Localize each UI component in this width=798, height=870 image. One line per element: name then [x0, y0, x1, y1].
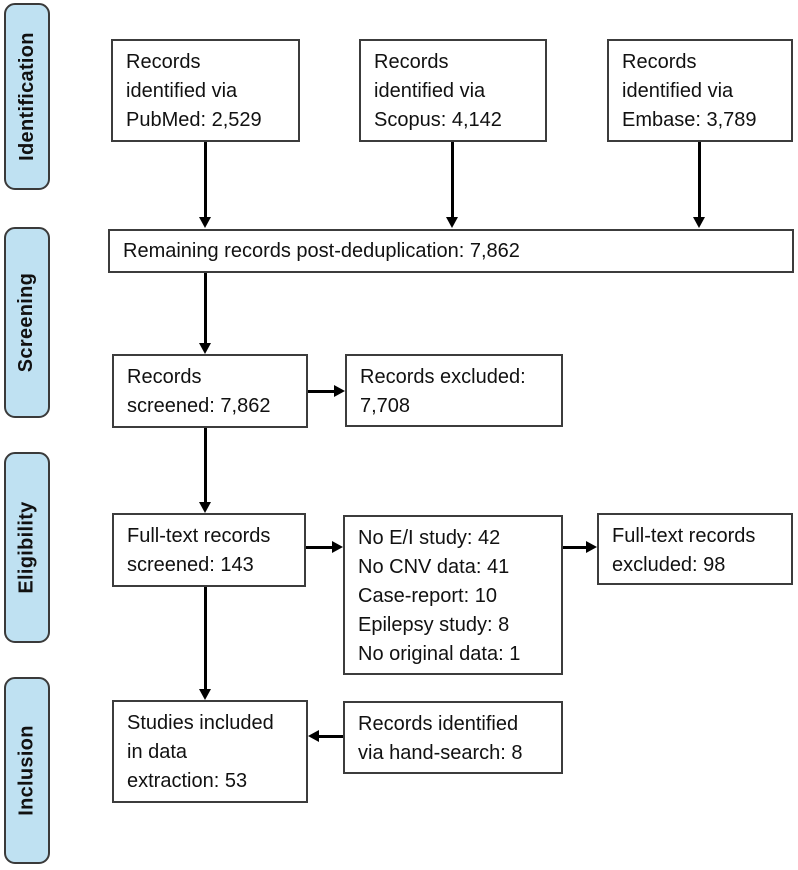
- box-exclusion-reasons-line: No CNV data: 41: [358, 556, 510, 578]
- stage-identification-label: Identification: [15, 32, 38, 161]
- box-fulltext-screened-line: Full-text records: [127, 525, 271, 547]
- stage-inclusion: Inclusion: [4, 677, 50, 864]
- stage-inclusion-label: Inclusion: [15, 725, 38, 816]
- stage-screening: Screening: [4, 227, 50, 418]
- box-records-scopus-line: Records: [374, 51, 449, 73]
- box-records-screened: Records screened: 7,862: [112, 354, 308, 428]
- arrow-handsearch-to-included: [308, 730, 343, 742]
- box-fulltext-excluded-line: excluded: 98: [612, 554, 726, 576]
- box-records-screened-line: screened: 7,862: [127, 395, 271, 417]
- box-studies-included-line: extraction: 53: [127, 770, 248, 792]
- box-fulltext-excluded: Full-text records excluded: 98: [597, 513, 793, 585]
- stage-eligibility-label: Eligibility: [15, 501, 38, 594]
- box-exclusion-reasons: No E/I study: 42 No CNV data: 41 Case-re…: [343, 515, 563, 675]
- arrow-embase-to-dedup: [693, 142, 705, 228]
- box-records-pubmed-line: Records: [126, 51, 201, 73]
- box-dedup: Remaining records post-deduplication: 7,…: [108, 229, 794, 273]
- arrow-dedup-to-screened: [199, 273, 211, 354]
- box-records-embase-line: Records: [622, 51, 697, 73]
- box-records-pubmed-line: PubMed: 2,529: [126, 109, 262, 131]
- box-fulltext-excluded-line: Full-text records: [612, 525, 756, 547]
- arrow-screened-to-fulltext: [199, 428, 211, 513]
- box-exclusion-reasons-line: No original data: 1: [358, 643, 521, 665]
- box-studies-included: Studies included in data extraction: 53: [112, 700, 308, 803]
- box-records-embase: Records identified via Embase: 3,789: [607, 39, 793, 142]
- arrow-fulltext-to-reasons: [306, 541, 343, 553]
- box-exclusion-reasons-line: Case-report: 10: [358, 585, 497, 607]
- box-exclusion-reasons-line: Epilepsy study: 8: [358, 614, 510, 636]
- box-records-scopus-line: Scopus: 4,142: [374, 109, 502, 131]
- stage-identification: Identification: [4, 3, 50, 190]
- box-records-pubmed: Records identified via PubMed: 2,529: [111, 39, 300, 142]
- box-records-pubmed-line: identified via: [126, 80, 238, 102]
- arrow-reasons-to-excluded: [563, 541, 597, 553]
- box-handsearch-line: Records identified: [358, 713, 519, 735]
- box-records-embase-line: Embase: 3,789: [622, 109, 757, 131]
- box-records-excluded-line: 7,708: [360, 395, 411, 417]
- box-records-screened-line: Records: [127, 366, 202, 388]
- box-handsearch-line: via hand-search: 8: [358, 742, 523, 764]
- stage-eligibility: Eligibility: [4, 452, 50, 643]
- box-studies-included-line: in data: [127, 741, 188, 763]
- box-records-excluded-line: Records excluded:: [360, 366, 526, 388]
- box-fulltext-screened: Full-text records screened: 143: [112, 513, 306, 587]
- box-exclusion-reasons-line: No E/I study: 42: [358, 527, 501, 549]
- box-records-excluded: Records excluded: 7,708: [345, 354, 563, 427]
- box-dedup-line: Remaining records post-deduplication: 7,…: [123, 239, 520, 262]
- box-handsearch: Records identified via hand-search: 8: [343, 701, 563, 774]
- stage-screening-label: Screening: [15, 272, 38, 373]
- box-records-scopus: Records identified via Scopus: 4,142: [359, 39, 547, 142]
- box-studies-included-line: Studies included: [127, 712, 274, 734]
- arrow-scopus-to-dedup: [446, 142, 458, 228]
- box-records-embase-line: identified via: [622, 80, 734, 102]
- box-fulltext-screened-line: screened: 143: [127, 554, 254, 576]
- box-records-scopus-line: identified via: [374, 80, 486, 102]
- arrow-fulltext-to-included: [199, 587, 211, 700]
- arrow-screened-to-excluded: [308, 385, 345, 397]
- arrow-pubmed-to-dedup: [199, 142, 211, 228]
